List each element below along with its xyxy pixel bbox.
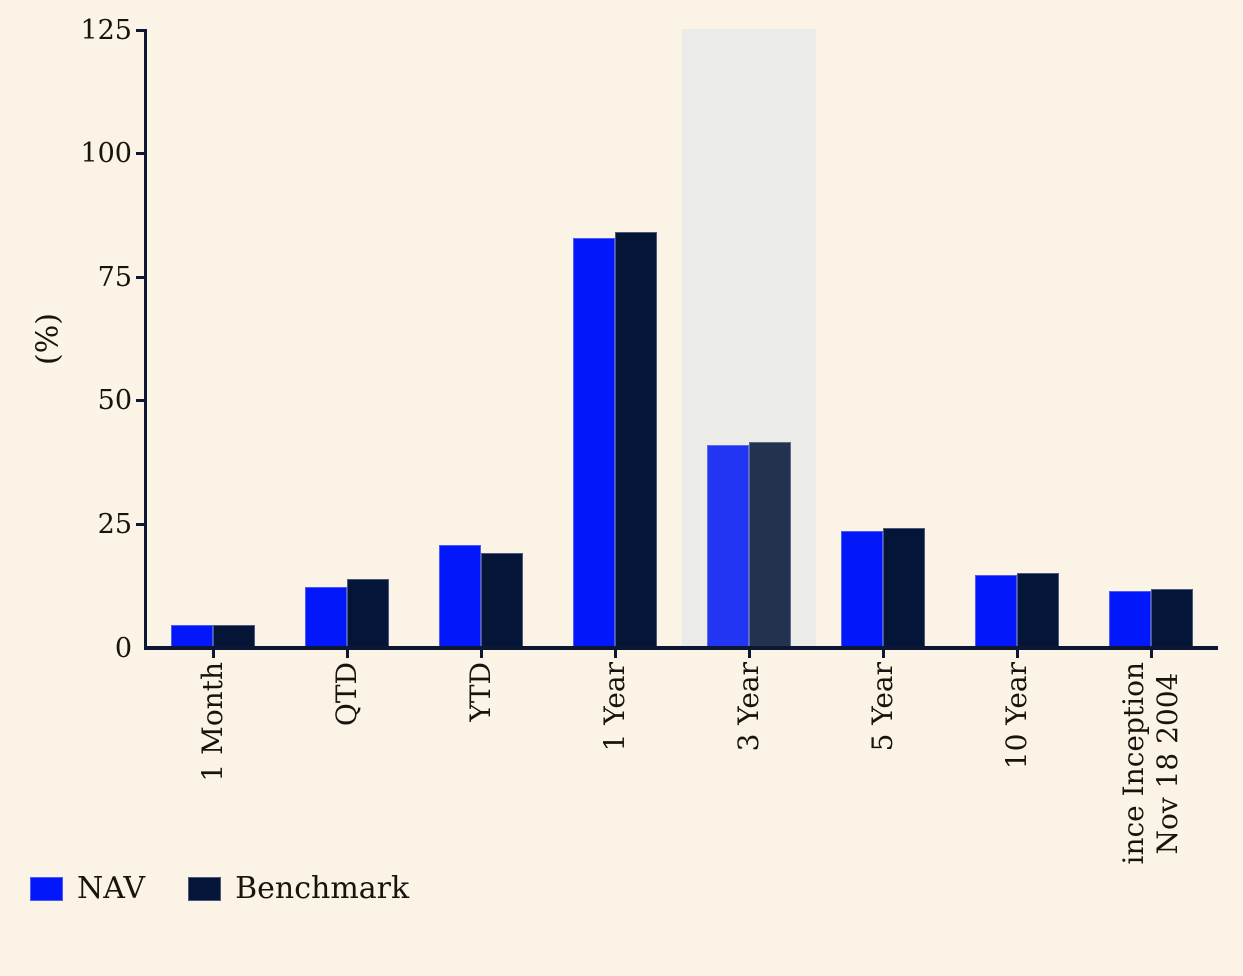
y-tick-label-25: 25	[97, 508, 132, 540]
bar-benchmark-ince-inception-nov-18-2004	[1151, 588, 1193, 648]
bar-benchmark-5-year	[883, 527, 925, 648]
y-tick-label-75: 75	[97, 261, 132, 293]
bar-nav-ince-inception-nov-18-2004	[1109, 590, 1151, 648]
x-tick-label-ince-inception-nov-18-2004: ince Inception Nov 18 2004	[1117, 662, 1184, 865]
y-axis-line	[144, 29, 147, 650]
legend: NAV Benchmark	[30, 874, 409, 904]
bar-nav-1-month	[171, 625, 213, 648]
x-tick-mark-10-year	[1015, 650, 1019, 658]
y-axis-title: (%)	[30, 313, 66, 365]
x-tick-mark-ytd	[479, 650, 483, 658]
bar-nav-1-year	[573, 237, 615, 648]
legend-label-benchmark: Benchmark	[235, 871, 410, 906]
x-axis-line	[144, 646, 1218, 650]
y-tick-label-100: 100	[80, 138, 132, 170]
x-tick-mark-1-year	[613, 650, 617, 658]
legend-item-nav: NAV	[30, 874, 145, 904]
x-tick-label-1-month: 1 Month	[196, 662, 229, 782]
bar-benchmark-1-year	[615, 231, 657, 648]
x-tick-label-10-year: 10 Year	[1000, 662, 1033, 770]
bar-nav-3-year	[707, 444, 749, 648]
x-tick-label-ytd: YTD	[464, 662, 497, 722]
legend-swatch-benchmark	[188, 877, 222, 901]
x-tick-mark-1-month	[211, 650, 215, 658]
y-tick-mark-25	[136, 522, 144, 526]
bar-benchmark-qtd	[347, 578, 389, 648]
y-tick-mark-50	[136, 399, 144, 403]
x-tick-label-5-year: 5 Year	[866, 662, 899, 752]
bar-benchmark-1-month	[213, 625, 255, 648]
y-tick-mark-75	[136, 275, 144, 279]
y-tick-mark-125	[136, 28, 144, 32]
y-tick-label-125: 125	[80, 14, 132, 46]
bar-nav-qtd	[305, 587, 347, 648]
bar-nav-5-year	[841, 530, 883, 648]
y-tick-mark-100	[136, 152, 144, 156]
legend-swatch-nav	[30, 877, 63, 901]
x-tick-label-3-year: 3 Year	[732, 662, 765, 752]
legend-item-benchmark: Benchmark	[188, 874, 409, 904]
x-tick-mark-5-year	[881, 650, 885, 658]
x-tick-label-qtd: QTD	[330, 662, 363, 727]
y-tick-label-0: 0	[114, 632, 132, 664]
bar-benchmark-ytd	[481, 553, 523, 648]
bar-nav-10-year	[975, 574, 1017, 648]
x-tick-mark-3-year	[747, 650, 751, 658]
x-tick-label-1-year: 1 Year	[598, 662, 631, 752]
bar-benchmark-10-year	[1017, 572, 1059, 648]
legend-label-nav: NAV	[77, 871, 146, 906]
bar-benchmark-3-year	[749, 442, 791, 648]
bar-nav-ytd	[439, 544, 481, 648]
x-tick-mark-qtd	[345, 650, 349, 658]
y-tick-label-50: 50	[97, 385, 132, 417]
x-tick-mark-ince-inception-nov-18-2004	[1149, 650, 1153, 658]
